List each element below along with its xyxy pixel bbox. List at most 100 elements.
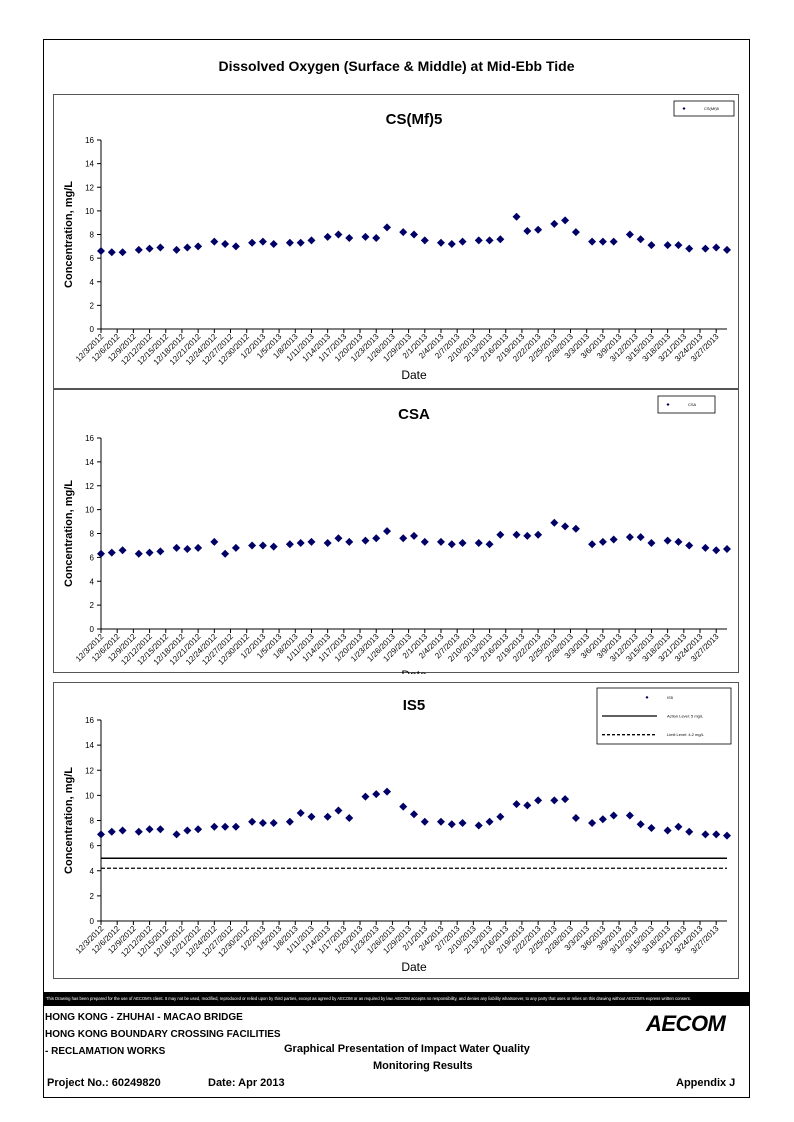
appendix-label: Appendix J [676, 1077, 736, 1089]
chart-csmf5: CS(Mf)5024681012141612/3/201212/6/201212… [63, 100, 735, 382]
data-point [685, 244, 694, 253]
data-point [598, 237, 607, 246]
y-tick-label: 12 [85, 482, 94, 491]
data-point [663, 826, 672, 835]
y-tick-label: 8 [90, 231, 95, 240]
data-point [172, 543, 181, 552]
x-axis-label: Date [401, 960, 427, 974]
y-tick-label: 10 [85, 207, 94, 216]
data-point [512, 212, 521, 221]
data-point [323, 232, 332, 241]
document-date: Date: Apr 2013 [208, 1077, 285, 1089]
data-point [221, 549, 230, 558]
data-point [383, 787, 392, 796]
legend-label: Action Level: 5 mg/L [667, 714, 704, 719]
y-tick-label: 4 [90, 867, 95, 876]
data-point [107, 248, 116, 257]
data-point [598, 815, 607, 824]
y-tick-label: 14 [85, 458, 94, 467]
data-point [156, 243, 165, 252]
data-point [107, 827, 116, 836]
data-point [399, 228, 408, 237]
data-point [172, 830, 181, 839]
data-point [194, 825, 203, 834]
project-number: Project No.: 60249820 [47, 1077, 161, 1089]
page-frame [43, 39, 750, 1098]
data-point [436, 817, 445, 826]
data-point [210, 237, 219, 246]
data-point [231, 242, 240, 251]
legend-box [657, 395, 716, 414]
x-axis-label: Date [401, 668, 427, 674]
data-point [485, 236, 494, 245]
page-title: Dissolved Oxygen (Surface & Middle) at M… [218, 58, 575, 74]
data-point [97, 549, 105, 558]
data-point [663, 536, 672, 545]
data-point [248, 817, 257, 826]
document-title-line2: Monitoring Results [373, 1060, 473, 1072]
data-point [571, 228, 580, 237]
data-point [372, 534, 381, 543]
data-point [97, 247, 105, 256]
data-point [647, 539, 656, 548]
data-point [571, 524, 580, 533]
data-point [420, 236, 429, 245]
y-tick-label: 12 [85, 183, 94, 192]
data-point [345, 813, 354, 822]
chart-panel-csmf5: CS(Mf)5 0 2 4 6 8 10 12 14 16 12/3/2012 12/6/2012 12… [53, 94, 739, 389]
data-point [420, 817, 429, 826]
y-tick-label: 2 [90, 892, 95, 901]
y-tick-label: 6 [90, 842, 95, 851]
data-point [156, 547, 165, 556]
data-point [420, 537, 429, 546]
legend-marker [682, 107, 686, 110]
data-point [285, 540, 294, 549]
y-tick-label: 10 [85, 506, 94, 515]
data-point [410, 230, 418, 239]
data-point [258, 819, 267, 828]
data-point [307, 236, 316, 245]
data-point [296, 539, 305, 548]
data-point [383, 527, 392, 536]
y-tick-label: 10 [85, 791, 94, 800]
y-tick-label: 4 [90, 577, 95, 586]
chart-csa: CSA024681012141612/3/201212/6/201212/9/2… [63, 395, 731, 674]
legend-label: IS5 [667, 695, 674, 700]
legend-label: CS(Mf)5 [704, 106, 720, 111]
data-point [674, 822, 683, 831]
data-point [712, 830, 721, 839]
data-point [712, 546, 721, 555]
chart-panel-is5: IS5 0 2 4 6 8 10 12 14 16 12/3/2012 12/6/2012 12/9/2… [53, 682, 739, 979]
data-point [258, 237, 267, 246]
data-point [183, 243, 192, 252]
data-point [210, 537, 219, 546]
data-point [609, 811, 618, 820]
data-point [183, 826, 192, 835]
data-point [598, 537, 607, 546]
data-point [194, 543, 203, 552]
data-point [183, 545, 192, 554]
chart-is5: IS5024681012141612/3/201212/6/201212/9/2… [63, 687, 732, 974]
data-point [571, 813, 580, 822]
y-axis-label: Concentration, mg/L [63, 480, 75, 587]
data-point [523, 226, 532, 235]
data-point [723, 245, 731, 254]
y-tick-label: 12 [85, 766, 94, 775]
data-point [496, 812, 505, 821]
data-point [588, 819, 597, 828]
data-point [561, 795, 570, 804]
data-point [361, 792, 370, 801]
y-tick-label: 8 [90, 530, 95, 539]
data-point [625, 811, 634, 820]
data-point [701, 244, 710, 253]
project-name-line1: HONG KONG - ZHUHAI - MACAO BRIDGE [45, 1012, 243, 1023]
data-point [647, 241, 656, 250]
data-point [512, 530, 521, 539]
data-point [372, 790, 381, 799]
data-point [701, 543, 710, 552]
data-point [474, 236, 483, 245]
legend-box [673, 100, 735, 117]
data-point [609, 535, 618, 544]
data-point [550, 518, 559, 527]
data-point [323, 812, 332, 821]
